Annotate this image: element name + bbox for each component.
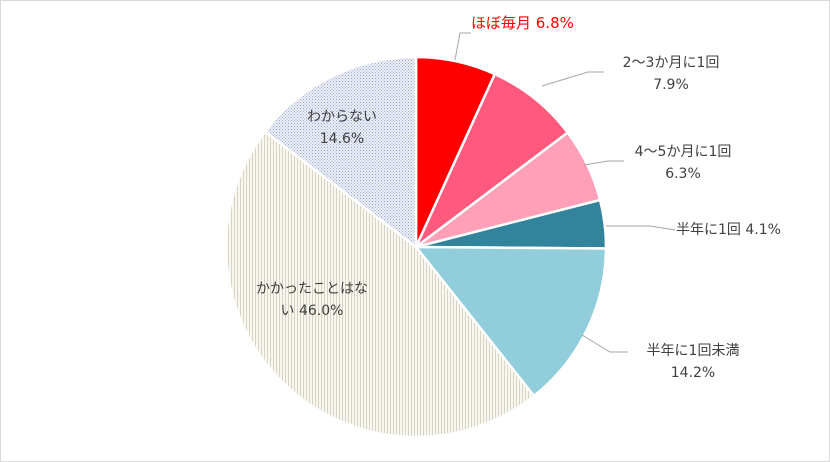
- slice-label-2-line-0: 4～5か月に1回: [635, 144, 732, 160]
- slice-label-5-line-1: い 46.0%: [281, 303, 344, 319]
- pie-slice-1: [414, 72, 570, 248]
- slice-label-5-line-0: かかったことはな: [256, 281, 368, 297]
- slice-label-3-line-0: 半年に1回 4.1%: [676, 222, 781, 238]
- pie-slice-5: [224, 129, 536, 439]
- slice-label-1-line-0: 2～3か月に1回: [623, 55, 720, 71]
- pie-slices: [224, 55, 608, 439]
- slice-label-4-line-1: 14.2%: [671, 365, 715, 381]
- slice-label-4-line-0: 半年に1回未満: [647, 343, 740, 359]
- slice-label-6-line-0: わからない: [307, 109, 377, 125]
- leader-line-2: [583, 160, 624, 166]
- slice-label-1-line-1: 7.9%: [653, 77, 689, 93]
- leader-line-3: [606, 225, 676, 231]
- leader-line-4: [581, 334, 628, 353]
- slice-label-6-line-1: 14.6%: [320, 131, 364, 147]
- pie-slice-6: [263, 55, 418, 250]
- leader-line-1: [541, 71, 604, 87]
- slice-label-2-line-1: 6.3%: [665, 166, 701, 182]
- leader-lines: [454, 32, 676, 353]
- pie-slice-4: [413, 245, 608, 398]
- leader-line-0: [454, 32, 471, 61]
- slice-label-0-line-0: ほぼ毎月 6.8%: [471, 14, 574, 32]
- slice-labels: ほぼ毎月 6.8% 2～3か月に1回 7.9% 4～5か月に1回 6.3% 半年に1回 4…: [256, 14, 781, 381]
